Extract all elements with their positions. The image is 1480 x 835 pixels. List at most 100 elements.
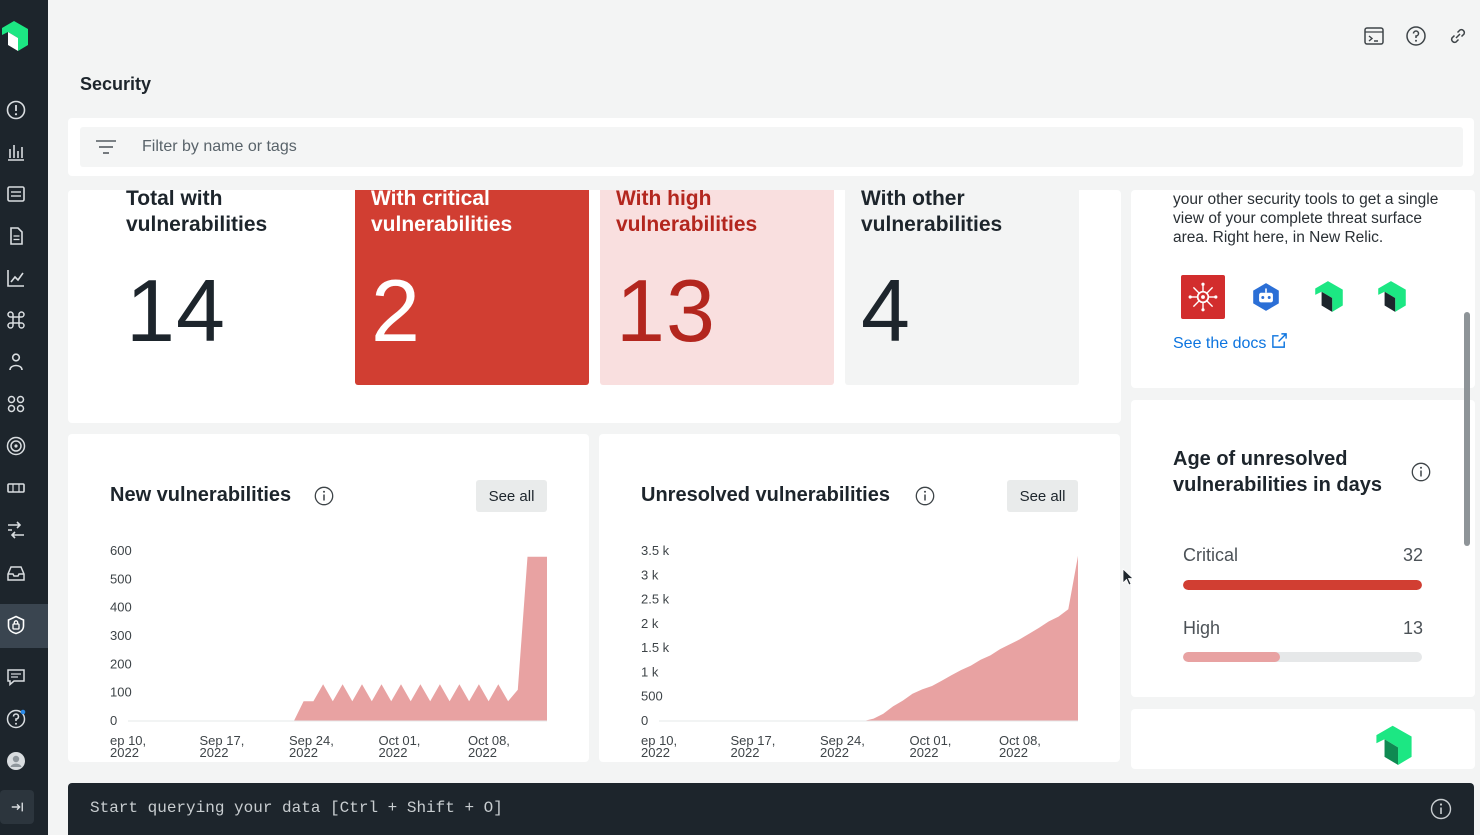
x-tick-label-year: 2022 [379, 745, 408, 760]
logs-icon[interactable] [4, 224, 28, 248]
card-value: 14 [126, 261, 226, 360]
integrations-panel: your other security tools to get a singl… [1131, 190, 1475, 388]
filter-input[interactable] [142, 137, 642, 157]
docs-link-label: See the docs [1173, 335, 1267, 352]
y-tick-label: 500 [110, 571, 132, 586]
line-chart-icon[interactable] [4, 266, 28, 290]
critical-vulnerabilities-card[interactable]: With critical vulnerabilities 2 [355, 190, 589, 385]
dependabot-icon[interactable] [1244, 275, 1288, 319]
age-unresolved-panel: Age of unresolved vulnerabilities in day… [1131, 400, 1475, 697]
newrelic-logo-icon [1376, 725, 1412, 765]
age-title: Age of unresolved vulnerabilities in day… [1173, 448, 1382, 496]
inbox-icon[interactable] [4, 561, 28, 585]
x-tick-label: Sep 24, [289, 733, 334, 748]
collapse-sidebar-button[interactable] [0, 790, 34, 824]
other-vulnerabilities-card[interactable]: With other vulnerabilities 4 [845, 190, 1079, 385]
y-tick-label: 600 [110, 543, 132, 558]
critical-age-bar [1183, 580, 1422, 590]
page-title: Security [80, 74, 152, 94]
y-tick-label: 2.5 k [641, 592, 670, 607]
alert-icon[interactable] [4, 98, 28, 122]
help-button[interactable] [1402, 22, 1430, 50]
external-link-icon [1272, 333, 1287, 348]
total-vulnerabilities-card[interactable]: Total with vulnerabilities 14 [110, 190, 344, 385]
query-prompt[interactable]: Start querying your data [Ctrl + Shift +… [90, 799, 503, 817]
high-vulnerabilities-card[interactable]: With high vulnerabilities 13 [600, 190, 834, 385]
x-tick-label: Sep 17, [200, 733, 245, 748]
feedback-chat-icon[interactable] [4, 665, 28, 689]
series-area [216, 556, 547, 721]
arrow-collapse-icon [11, 802, 23, 812]
x-tick-label: Sep 17, [731, 733, 776, 748]
summary-panel: Total with vulnerabilities 14 With criti… [68, 190, 1121, 423]
left-nav-sidebar [0, 0, 48, 835]
y-tick-label: 400 [110, 600, 132, 615]
x-tick-label-year: 2022 [820, 745, 849, 760]
dashboard-icon[interactable] [4, 182, 28, 206]
info-icon[interactable] [1411, 462, 1431, 482]
target-icon[interactable] [4, 434, 28, 458]
security-shield-icon[interactable] [4, 613, 28, 637]
see-the-docs-link[interactable]: See the docs [1173, 332, 1288, 353]
apps-grid-icon[interactable] [4, 392, 28, 416]
info-icon[interactable] [1430, 798, 1452, 820]
filter-icon[interactable] [95, 138, 117, 156]
age-row-label-high: High [1183, 618, 1221, 638]
terminal-icon [1364, 27, 1384, 45]
info-icon[interactable] [915, 486, 935, 506]
high-age-bar [1183, 652, 1422, 662]
top-bar [48, 0, 1480, 64]
bar-chart-icon[interactable] [4, 140, 28, 164]
x-tick-label-year: 2022 [999, 745, 1028, 760]
snyk-icon[interactable] [1181, 275, 1225, 319]
x-tick-label-year: 2022 [468, 745, 497, 760]
apps-command-icon[interactable] [4, 308, 28, 332]
y-tick-label: 2 k [641, 616, 659, 631]
newrelic-icon[interactable] [1307, 275, 1351, 319]
ticket-icon[interactable] [4, 476, 28, 500]
see-all-button[interactable]: See all [1007, 480, 1078, 512]
x-tick-label-year: 2022 [731, 745, 760, 760]
info-icon[interactable] [314, 486, 334, 506]
age-row-value-high: 13 [1402, 618, 1423, 638]
y-tick-label: 0 [110, 713, 117, 728]
x-tick-label: Sep 24, [820, 733, 865, 748]
help-icon [1406, 26, 1426, 46]
y-tick-label: 0 [641, 713, 648, 728]
x-tick-label-year: 2022 [110, 745, 139, 760]
user-avatar-icon[interactable] [4, 749, 28, 773]
y-tick-label: 1 k [641, 664, 659, 679]
see-all-button[interactable]: See all [476, 480, 547, 512]
user-beaker-icon[interactable] [4, 350, 28, 374]
x-tick-label: Oct 08, [468, 733, 510, 748]
card-label: With critical vulnerabilities [371, 190, 513, 236]
card-label: With high vulnerabilities [616, 190, 758, 236]
help-center-icon[interactable] [4, 707, 28, 731]
y-tick-label: 1.5 k [641, 640, 670, 655]
workflow-icon[interactable] [4, 518, 28, 542]
high-age-bar-fill [1183, 652, 1281, 662]
y-tick-label: 500 [641, 689, 663, 704]
x-tick-label: ep 10, [641, 733, 677, 748]
terminal-button[interactable] [1360, 22, 1388, 50]
x-tick-label: Oct 01, [379, 733, 421, 748]
x-tick-label: ep 10, [110, 733, 146, 748]
x-tick-label: Oct 08, [999, 733, 1041, 748]
x-tick-label-year: 2022 [289, 745, 318, 760]
chart-title: Unresolved vulnerabilities [641, 484, 890, 506]
right-column-scrollbar[interactable] [1464, 312, 1470, 546]
series-area [747, 555, 1078, 721]
copy-link-button[interactable] [1444, 22, 1472, 50]
card-value: 4 [861, 261, 911, 360]
right-bottom-panel [1131, 709, 1475, 769]
unresolved-vulnerabilities-panel: Unresolved vulnerabilities See all 3.5 k… [599, 434, 1120, 762]
card-label: Total with vulnerabilities [126, 190, 268, 236]
card-value: 2 [371, 261, 421, 360]
link-icon [1450, 28, 1466, 44]
query-bar[interactable]: Start querying your data [Ctrl + Shift +… [68, 783, 1474, 835]
y-tick-label: 3.5 k [641, 543, 670, 558]
mouse-cursor-icon [1122, 568, 1134, 586]
newrelic-logo-icon[interactable] [0, 18, 32, 56]
newrelic-alt-icon[interactable] [1370, 275, 1414, 319]
